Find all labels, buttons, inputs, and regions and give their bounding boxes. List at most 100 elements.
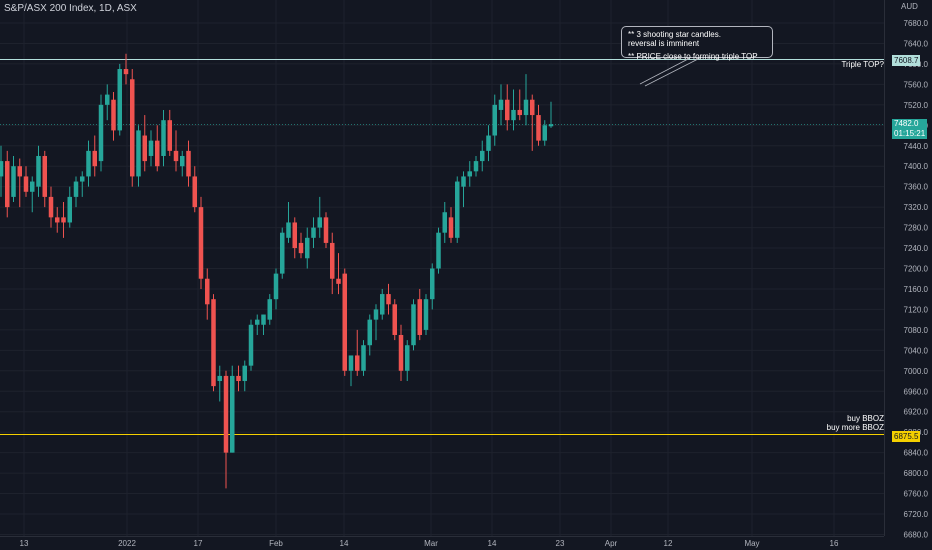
candle-up — [461, 176, 466, 187]
candle-down — [211, 299, 216, 387]
candle-up — [305, 237, 310, 259]
y-tick-label: 6800.0 — [904, 469, 929, 478]
candle-up — [361, 345, 366, 371]
x-tick-label: May — [744, 539, 759, 548]
x-tick-label: 16 — [830, 539, 839, 548]
x-tick-label: 17 — [194, 539, 203, 548]
y-tick-label: 7520.0 — [904, 101, 929, 110]
candle-up — [180, 155, 185, 167]
candle-down — [323, 217, 329, 243]
candle-down — [48, 196, 54, 218]
y-tick-label: 7000.0 — [904, 367, 929, 376]
support-label-2: buy more BBOZ — [826, 423, 884, 432]
candle-down — [55, 217, 60, 223]
y-tick-label: 6920.0 — [904, 408, 929, 417]
candle-up — [217, 375, 222, 382]
candle-up — [523, 99, 529, 116]
candle-up — [30, 181, 35, 192]
candle-up — [411, 304, 416, 346]
candle-up — [136, 130, 141, 177]
y-tick-label: 6760.0 — [904, 490, 929, 499]
y-tick-label: 7200.0 — [904, 265, 929, 274]
y-tick-label: 6680.0 — [904, 530, 929, 539]
candle-up — [161, 120, 166, 156]
candle-down — [186, 150, 191, 177]
candle-down — [342, 273, 347, 371]
candle-up — [230, 375, 235, 453]
support-label-1: buy BBOZ — [847, 414, 884, 423]
candle-down — [192, 176, 197, 208]
candle-up — [373, 309, 379, 320]
y-tick-label: 7080.0 — [904, 326, 929, 335]
y-tick-label: 7320.0 — [904, 203, 929, 212]
y-tick-label: 6840.0 — [904, 449, 929, 458]
candle-up — [317, 217, 322, 228]
y-tick-label: 7160.0 — [904, 285, 929, 294]
candle-up — [36, 155, 41, 187]
candle-up — [117, 69, 122, 131]
candle-down — [505, 99, 510, 121]
y-tick-label: 7040.0 — [904, 346, 929, 355]
candle-up — [455, 181, 460, 238]
candle-up — [436, 232, 441, 269]
candle-down — [142, 135, 147, 162]
candle-up — [405, 345, 410, 371]
candle-up — [86, 150, 91, 177]
candle-up — [548, 124, 554, 127]
chart-title: S&P/ASX 200 Index, 1D, ASX — [4, 3, 137, 14]
x-tick-label: 12 — [664, 539, 673, 548]
y-tick-label: 6720.0 — [904, 510, 929, 519]
annotation-pointer — [639, 57, 691, 85]
candle-down — [205, 278, 210, 305]
annotation-callout[interactable]: ** 3 shooting star candles. reversal is … — [621, 26, 773, 61]
y-tick-label: 7640.0 — [904, 39, 929, 48]
candle-up — [67, 196, 72, 223]
candle-up — [0, 161, 4, 177]
candle-up — [98, 104, 104, 162]
candle-down — [123, 69, 129, 75]
candle-down — [155, 140, 160, 167]
candle-up — [261, 314, 266, 325]
countdown-timer: 01:15:21 — [894, 129, 926, 138]
candle-down — [130, 79, 135, 177]
y-tick-label: 7400.0 — [904, 162, 929, 171]
y-tick-label: 7360.0 — [904, 183, 929, 192]
candle-down — [198, 207, 204, 279]
candle-up — [73, 181, 79, 197]
candle-up — [473, 161, 479, 172]
candle-up — [148, 140, 154, 156]
candle-down — [5, 161, 10, 208]
candle-down — [223, 375, 229, 453]
x-tick-label: 14 — [340, 539, 349, 548]
candle-down — [292, 222, 297, 249]
currency-label: AUD — [901, 2, 918, 11]
candle-down — [355, 355, 360, 371]
candle-up — [480, 150, 485, 162]
candle-up — [248, 324, 254, 366]
candle-up — [442, 212, 447, 233]
x-tick-label: 14 — [488, 539, 497, 548]
candle-up — [280, 232, 285, 274]
candle-up — [273, 273, 279, 300]
x-tick-label: Mar — [424, 539, 438, 548]
candle-down — [386, 294, 391, 305]
x-tick-label: Feb — [269, 539, 283, 548]
candle-up — [486, 135, 491, 151]
annotation-line-1: ** 3 shooting star candles. — [628, 30, 721, 39]
candle-down — [448, 217, 454, 238]
candle-down — [92, 150, 97, 167]
y-tick-label: 7120.0 — [904, 305, 929, 314]
candle-up — [255, 319, 260, 325]
candle-up — [430, 268, 435, 300]
x-tick-label: Apr — [605, 539, 618, 548]
candle-up — [311, 227, 316, 238]
last-price-value: 7482.0 — [894, 119, 919, 128]
support-price-tag: 6875.5 — [892, 431, 921, 442]
candle-up — [105, 94, 110, 105]
candle-down — [398, 334, 404, 371]
candle-up — [380, 294, 385, 315]
candle-down — [173, 150, 179, 162]
annotation-line-3: ** PRICE close to forming triple TOP — [628, 52, 758, 61]
x-tick-label: 2022 — [118, 539, 136, 548]
